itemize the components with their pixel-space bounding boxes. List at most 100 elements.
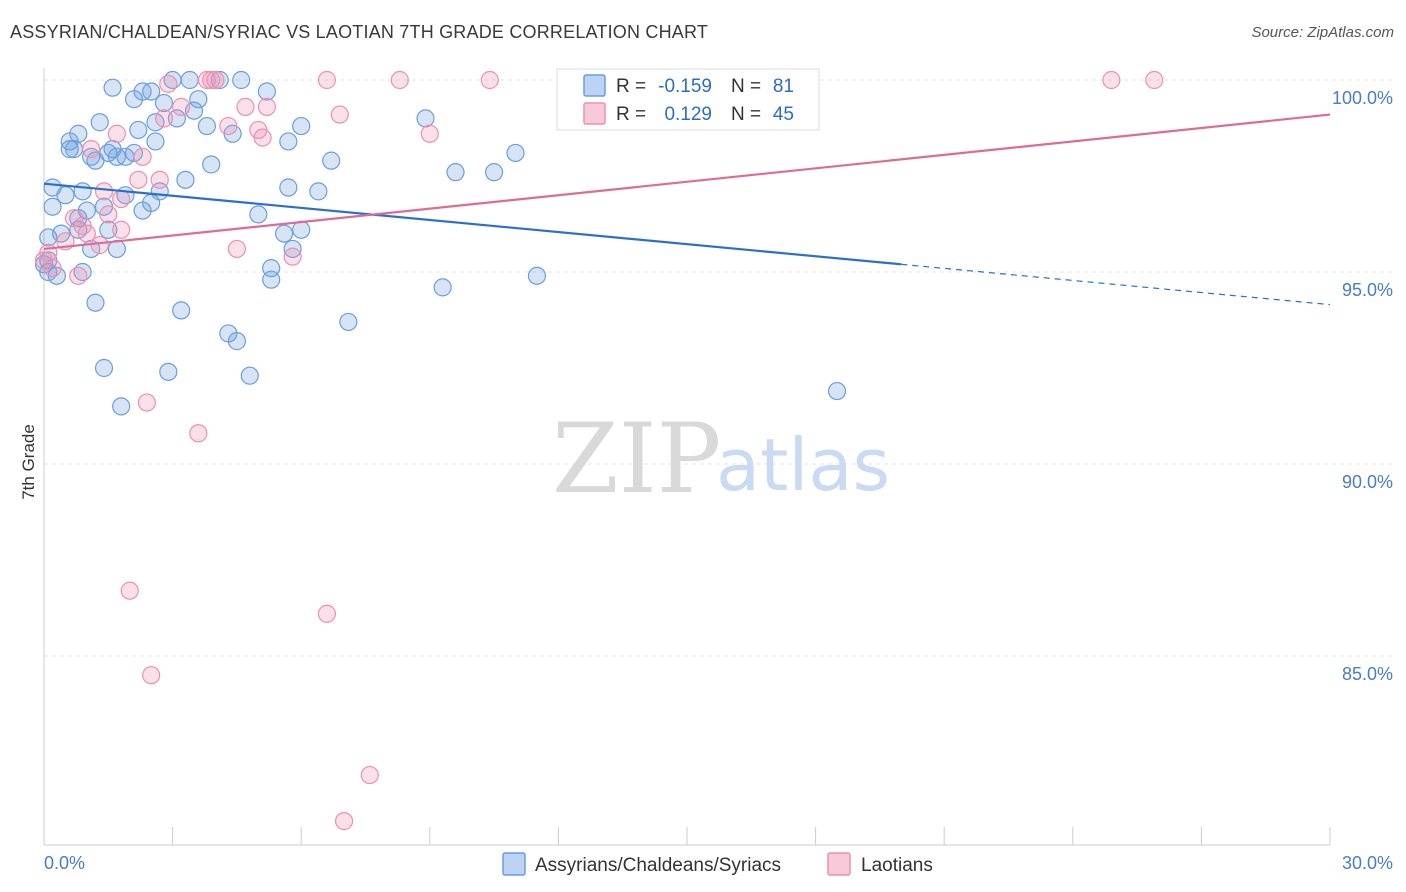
x-tick-label: 0.0%	[44, 853, 85, 873]
assyrians-point	[279, 178, 298, 197]
assyrians-point	[60, 140, 79, 159]
assyrians-point	[274, 224, 294, 243]
legend-n-label-pink: N =	[731, 104, 761, 125]
laotians-point	[202, 70, 221, 90]
y-tick-label: 100.0%	[1332, 88, 1393, 108]
watermark-atlas: atlas	[716, 423, 890, 507]
laotians-point	[317, 70, 337, 90]
laotians-point	[219, 116, 238, 136]
assyrians-point	[339, 312, 358, 332]
assyrians-point	[197, 116, 216, 136]
laotians-point	[154, 109, 174, 128]
laotians-point	[120, 581, 139, 600]
assyrians-point	[257, 82, 277, 101]
laotians-point	[236, 97, 255, 116]
laotians-point	[206, 70, 225, 90]
legend-n-value-pink: 45	[773, 104, 794, 125]
laotians-point	[90, 236, 109, 255]
legend-blue-swatch	[583, 74, 606, 97]
assyrians-point	[433, 278, 452, 297]
assyrians-point	[279, 132, 298, 151]
assyrians-point	[56, 186, 75, 205]
assyrians-point	[124, 143, 144, 163]
assyrians-point	[322, 151, 341, 170]
assyrians-point	[73, 182, 92, 201]
assyrians-point	[180, 70, 199, 90]
y-tick-label: 95.0%	[1342, 280, 1393, 300]
laotians-point	[94, 182, 114, 201]
series-legend: Assyrians/Chaldeans/Syriacs Laotians	[502, 852, 933, 876]
laotians-point	[172, 97, 191, 116]
assyrians-point	[94, 358, 114, 378]
laotians-trendline	[43, 113, 1331, 251]
assyrians-point	[86, 293, 105, 312]
assyrians-point	[103, 78, 122, 97]
series-legend-blue-label: Assyrians/Chaldeans/Syriacs	[535, 855, 781, 876]
assyrians-point	[309, 182, 328, 201]
assyrians-point	[69, 124, 88, 143]
correlation-legend: R = -0.159 N = 81 R = 0.129 N = 45	[556, 68, 820, 131]
laotians-point	[69, 266, 88, 285]
assyrians-trendline-extension	[901, 263, 1331, 306]
assyrians-point	[34, 255, 54, 274]
assyrians-point	[167, 109, 186, 128]
laotians-point	[1102, 70, 1121, 90]
laotians-point	[227, 239, 246, 259]
laotians-point	[107, 124, 126, 143]
assyrians-point	[146, 113, 165, 132]
laotians-point	[112, 220, 131, 239]
assyrians-point	[112, 397, 131, 416]
y-tick-label: 85.0%	[1342, 664, 1393, 684]
assyrians-point	[292, 116, 311, 136]
legend-r-label-pink: R =	[616, 104, 646, 125]
laotians-point	[99, 205, 118, 224]
assyrians-point	[172, 301, 191, 320]
assyrians-point	[176, 170, 195, 189]
legend-pink-swatch	[583, 102, 606, 125]
y-tick-label: 90.0%	[1342, 472, 1393, 492]
laotians-point	[189, 424, 208, 443]
trendlines	[43, 113, 1331, 306]
assyrians-point	[416, 109, 435, 128]
assyrians-point	[283, 239, 302, 259]
watermark-zip: ZIP	[552, 403, 721, 515]
assyrians-point	[446, 163, 465, 182]
laotians-point	[420, 124, 439, 143]
laotians-point	[480, 70, 499, 90]
laotians-point	[133, 147, 152, 166]
series-legend-pink-swatch	[827, 852, 851, 876]
chart-title: ASSYRIAN/CHALDEAN/SYRIAC VS LAOTIAN 7TH …	[10, 22, 709, 42]
assyrians-point	[146, 132, 165, 151]
laotians-point	[150, 170, 169, 189]
laotians-point	[142, 666, 161, 685]
laotians-point	[43, 259, 62, 278]
legend-r-value-pink: 0.129	[664, 104, 712, 125]
x-tick-label: 30.0%	[1342, 853, 1393, 873]
assyrians-point	[827, 381, 847, 401]
laotians-point	[390, 70, 409, 90]
laotians-point	[283, 247, 302, 266]
assyrians-point	[142, 82, 161, 101]
assyrians-point	[227, 332, 246, 351]
watermark: ZIP atlas	[552, 403, 890, 515]
assyrians-point	[202, 155, 221, 174]
assyrians-point	[249, 205, 268, 224]
legend-r-value-blue: -0.159	[658, 76, 712, 97]
assyrians-point	[232, 70, 251, 90]
assyrians-point	[129, 120, 148, 140]
y-axis-label: 7th Grade	[19, 424, 38, 500]
legend-n-label-blue: N =	[731, 76, 761, 97]
series-legend-pink-label: Laotians	[861, 855, 933, 876]
assyrians-point	[99, 220, 118, 239]
laotians-point	[257, 97, 277, 116]
laotians-point	[330, 105, 349, 124]
laotians-point	[253, 128, 272, 147]
series-legend-blue-swatch	[502, 852, 526, 876]
assyrians-point	[527, 266, 547, 285]
assyrians-point	[240, 366, 259, 385]
laotians-point	[159, 74, 178, 93]
legend-r-label-blue: R =	[616, 76, 646, 97]
assyrians-trendline	[43, 182, 902, 266]
source-label: Source: ZipAtlas.com	[1251, 24, 1394, 41]
